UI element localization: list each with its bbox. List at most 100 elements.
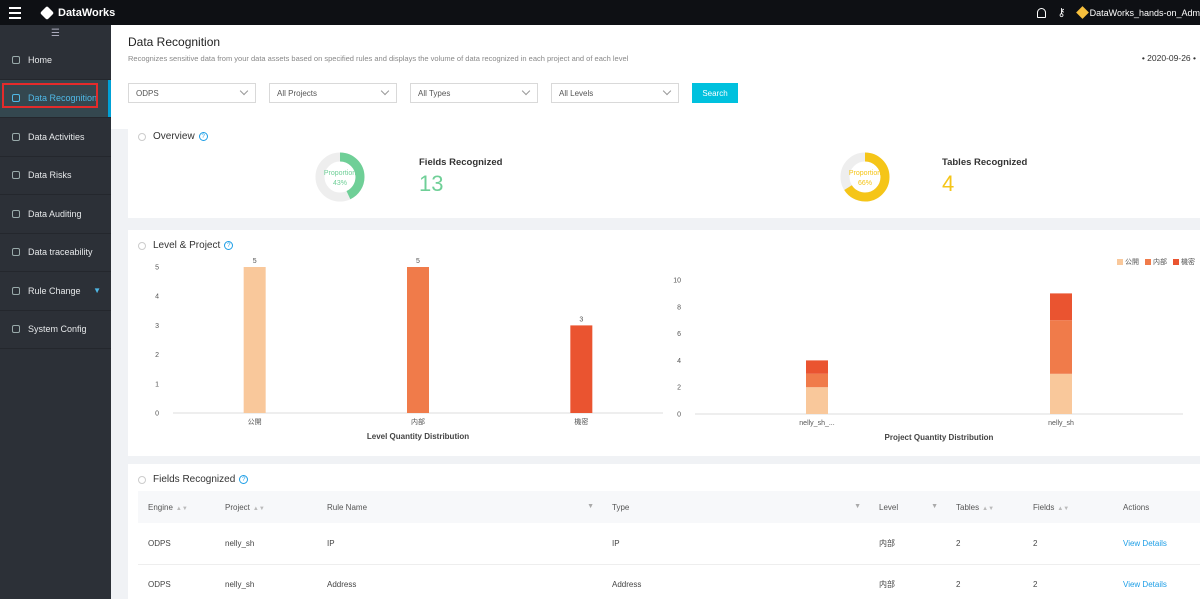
table-row: ODPS nelly_sh IP IP 内部 2 2 View Details [138,523,1200,565]
cell-engine: ODPS [138,523,215,565]
help-icon[interactable]: ? [224,241,234,250]
level-select[interactable]: All Levels [551,83,679,103]
column-header-tables[interactable]: Tables ▲▼ [946,491,1023,523]
y-tick-label: 8 [677,304,681,311]
data-label: 5 [416,258,420,265]
project-quantity-chart: 0 2 4 6 8 10 nelly_sh_... nelly_sh Project Quant… [673,278,1183,442]
column-header-project[interactable]: Project ▲▼ [215,491,317,523]
bar [243,267,266,413]
table-header-row: Engine ▲▼ Project ▲▼ Rule Name ▼ Type ▼ Leve… [138,491,1200,523]
y-tick-label: 4 [677,358,681,365]
chevron-down-icon [380,86,390,96]
column-header-fields[interactable]: Fields ▲▼ [1023,491,1113,523]
cell-level: 内部 [869,523,946,565]
level-select-value: All Levels [559,88,594,98]
type-select[interactable]: All Types [410,83,538,103]
fields-ring-label: Proportion [324,170,356,177]
overview-card: Overview ? Proportion 43% Fields Recogni… [128,121,1200,218]
column-label: Project [225,502,250,512]
bell-icon[interactable] [1036,7,1046,18]
bar-segment [1050,293,1072,321]
legend-label: 公開 [1125,259,1139,266]
column-header-engine[interactable]: Engine ▲▼ [138,491,215,523]
key-icon[interactable]: ⚷ [1057,7,1066,19]
column-label: Fields [1033,502,1055,512]
main-content: Data Recognition Recognizes sensitive da… [111,25,1200,599]
overview-title: Overview [153,131,195,142]
sort-icon[interactable]: ▲▼ [175,505,188,512]
column-label: Type [612,502,630,512]
sidebar-item-data-risks[interactable]: Data Risks [0,157,111,195]
x-tick-label: nelly_sh [1048,420,1074,427]
project-select[interactable]: All Projects [269,83,397,103]
cell-project: nelly_sh [215,523,317,565]
y-tick-label: 0 [155,411,159,418]
sort-icon[interactable]: ▲▼ [252,505,265,512]
legend-label: 内部 [1153,259,1167,266]
sidebar-item-data-auditing[interactable]: Data Auditing [0,195,111,234]
filter-icon[interactable]: ▼ [587,502,594,510]
highlight-box [2,82,98,108]
traceability-icon [12,248,20,257]
hamburger-menu-icon[interactable] [4,0,26,25]
filter-icon[interactable]: ▼ [931,502,938,510]
cell-rule-name: Address [317,564,602,599]
legend-swatch [1145,259,1151,265]
y-tick-label: 4 [155,294,159,301]
page-header: Data Recognition Recognizes sensitive da… [111,25,1200,71]
sidebar-item-rule-change[interactable]: Rule Change ▼ [0,272,111,311]
filter-icon[interactable]: ▼ [854,502,861,510]
sidebar-item-label: System Config [28,324,87,335]
sidebar-item-label: Home [28,54,53,65]
legend-item[interactable]: 機密 [1173,257,1195,267]
user-account[interactable]: DataWorks_hands-on_Adm [1075,6,1200,19]
chevron-down-icon [521,86,531,96]
fields-recognized-label: Fields Recognized [419,157,503,168]
column-header-type[interactable]: Type ▼ [602,491,869,523]
x-tick-label: 内部 [411,417,425,426]
bar-segment [806,360,828,374]
sidebar-item-system-config[interactable]: System Config [0,311,111,349]
help-icon[interactable]: ? [198,132,208,141]
cell-tables: 2 [946,564,1023,599]
sidebar-item-label: Data Recognition [28,93,98,104]
data-label: 3 [579,316,583,323]
overview-title-row: Overview ? [138,131,208,142]
view-details-link[interactable]: View Details [1113,564,1200,599]
sidebar-item-label: Data traceability [28,247,93,258]
table-row: ODPS nelly_sh Address Address 内部 2 2 Vie… [138,564,1200,599]
sidebar-item-home[interactable]: Home [0,41,111,80]
column-header-level[interactable]: Level ▼ [869,491,946,523]
level-quantity-chart: 0 1 2 3 4 5 5 公開 5 内部 3 機密 Level Quantity Distributi… [155,258,663,441]
sidebar-item-data-traceability[interactable]: Data traceability [0,234,111,272]
sort-icon[interactable]: ▲▼ [1057,505,1070,512]
page-description: Recognizes sensitive data from your data… [128,54,629,63]
brand[interactable]: DataWorks [39,5,115,20]
legend-item[interactable]: 公開 [1117,257,1139,267]
sort-icon[interactable]: ▲▼ [982,505,995,512]
y-tick-label: 0 [677,412,681,419]
sidebar-item-data-recognition[interactable]: Data Recognition [0,79,111,118]
filter-bar: ODPS All Projects All Types All Levels S… [111,71,1200,129]
legend-item[interactable]: 内部 [1145,257,1167,267]
fields-recognized-value: 13 [419,171,444,196]
view-details-link[interactable]: View Details [1113,523,1200,565]
legend-swatch [1117,259,1123,265]
fields-ring-arc [315,152,365,202]
level-project-card: Level & Project ? 公開 内部 機密 0 1 2 3 4 5 5 公開 5 内部 3… [128,230,1200,456]
column-header-rule-name[interactable]: Rule Name ▼ [317,491,602,523]
collapse-sidebar-icon[interactable]: ☰ [51,27,60,39]
tables-ring-percent: 66% [858,180,872,187]
help-icon[interactable]: ? [239,475,249,484]
engine-select[interactable]: ODPS [128,83,256,103]
section-dot-icon [138,132,146,141]
cell-fields: 2 [1023,564,1113,599]
sidebar-item-data-activities[interactable]: Data Activities [0,118,111,157]
fields-table-title: Fields Recognized [153,474,236,485]
page-date: • 2020-09-26 • [1141,53,1196,63]
x-tick-label: 機密 [574,417,588,426]
search-button[interactable]: Search [692,83,738,103]
column-label: Actions [1123,502,1150,512]
column-label: Engine [148,502,173,512]
bar-segment [806,387,828,414]
